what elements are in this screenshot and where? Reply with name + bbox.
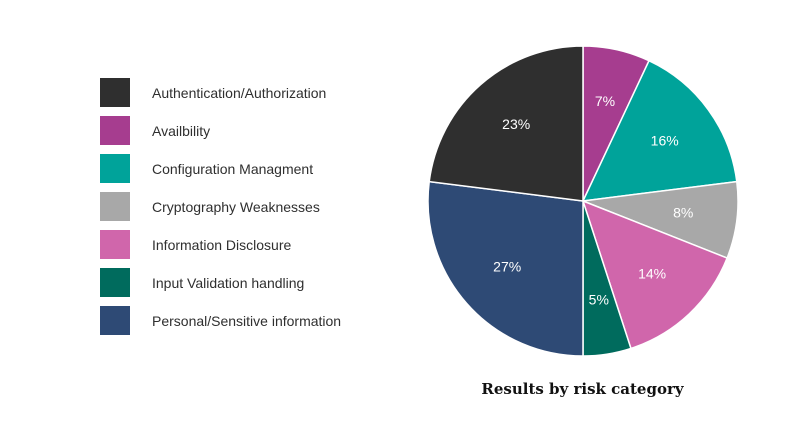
- legend-item: Personal/Sensitive information: [100, 306, 341, 335]
- chart-legend: Authentication/Authorization Availbility C…: [100, 78, 341, 344]
- slice-label: 14%: [638, 265, 666, 281]
- slice-label: 16%: [651, 132, 679, 148]
- legend-swatch: [100, 154, 130, 183]
- legend-item: Authentication/Authorization: [100, 78, 341, 107]
- slice-label: 8%: [673, 204, 693, 220]
- pie-slice: [581, 59, 738, 202]
- pie-slice: [427, 180, 584, 357]
- legend-label: Cryptography Weaknesses: [152, 198, 320, 215]
- legend-swatch: [100, 268, 130, 297]
- legend-item: Cryptography Weaknesses: [100, 192, 341, 221]
- pie-slice: [428, 45, 584, 202]
- legend-item: Information Disclosure: [100, 230, 341, 259]
- legend-item: Configuration Managment: [100, 154, 341, 183]
- legend-swatch: [100, 78, 130, 107]
- legend-swatch: [100, 230, 130, 259]
- legend-label: Authentication/Authorization: [152, 84, 327, 101]
- legend-item: Availbility: [100, 116, 341, 145]
- legend-swatch: [100, 306, 130, 335]
- legend-label: Input Validation handling: [152, 274, 305, 291]
- legend-label: Information Disclosure: [152, 236, 292, 253]
- legend-swatch: [100, 116, 130, 145]
- slice-label: 7%: [595, 93, 615, 109]
- slice-label: 23%: [502, 116, 530, 132]
- chart-title: Results by risk category: [481, 380, 684, 398]
- legend-item: Input Validation handling: [100, 268, 341, 297]
- legend-label: Configuration Managment: [152, 160, 314, 177]
- slice-label: 27%: [493, 259, 521, 275]
- legend-swatch: [100, 192, 130, 221]
- legend-label: Availbility: [152, 122, 211, 139]
- legend-label: Personal/Sensitive information: [152, 312, 342, 329]
- slice-label: 5%: [589, 292, 609, 308]
